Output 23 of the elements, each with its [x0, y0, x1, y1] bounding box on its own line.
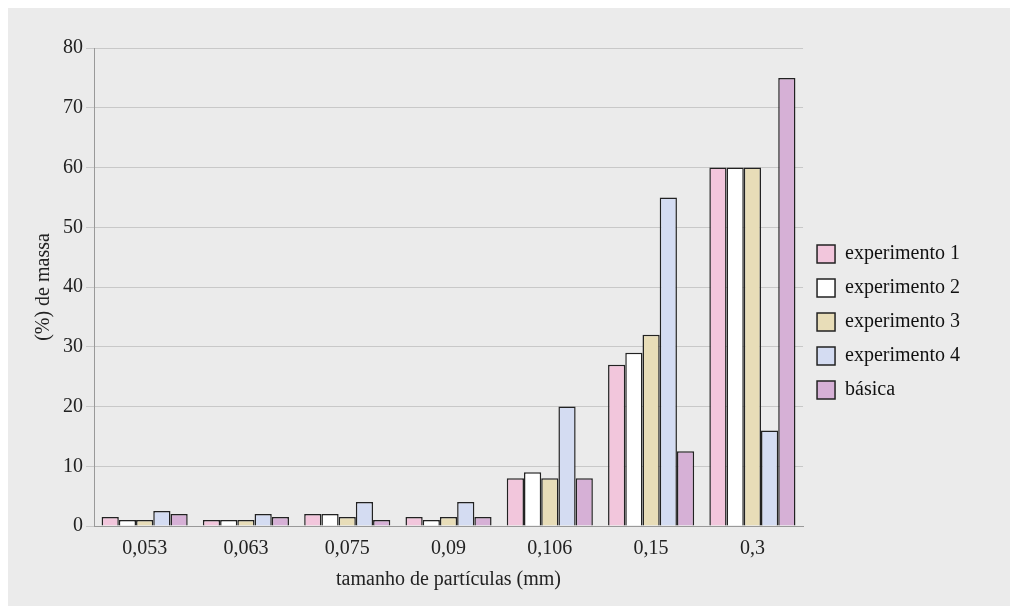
x-tick-label: 0,053	[122, 536, 168, 559]
legend-label: experimento 4	[845, 343, 961, 367]
y-tick-label: 50	[63, 214, 83, 237]
x-tick-label: 0,075	[324, 536, 370, 559]
x-tick-label: 0,3	[739, 536, 765, 559]
legend-label: experimento 2	[845, 275, 961, 299]
x-axis-title: tamanho de partículas (mm)	[336, 567, 561, 591]
legend-label: experimento 1	[845, 241, 961, 265]
x-tick-label: 0,063	[223, 536, 269, 559]
y-tick-label: 10	[63, 453, 83, 476]
y-tick-label: 70	[63, 95, 83, 117]
y-tick-label: 20	[63, 393, 83, 416]
legend-label: experimento 3	[845, 309, 961, 333]
y-tick-label: 40	[63, 274, 83, 297]
x-tick-label: 0,15	[633, 536, 669, 559]
y-axis-title: (%) de massa	[31, 233, 55, 341]
x-tick-label: 0,09	[431, 536, 467, 559]
x-tick-label: 0,106	[527, 536, 573, 559]
y-tick-label: 60	[63, 154, 83, 177]
y-tick-label: 80	[63, 35, 83, 58]
legend-label: básica	[845, 377, 896, 400]
y-tick-label: 30	[63, 334, 83, 356]
y-tick-label: 0	[73, 513, 83, 536]
